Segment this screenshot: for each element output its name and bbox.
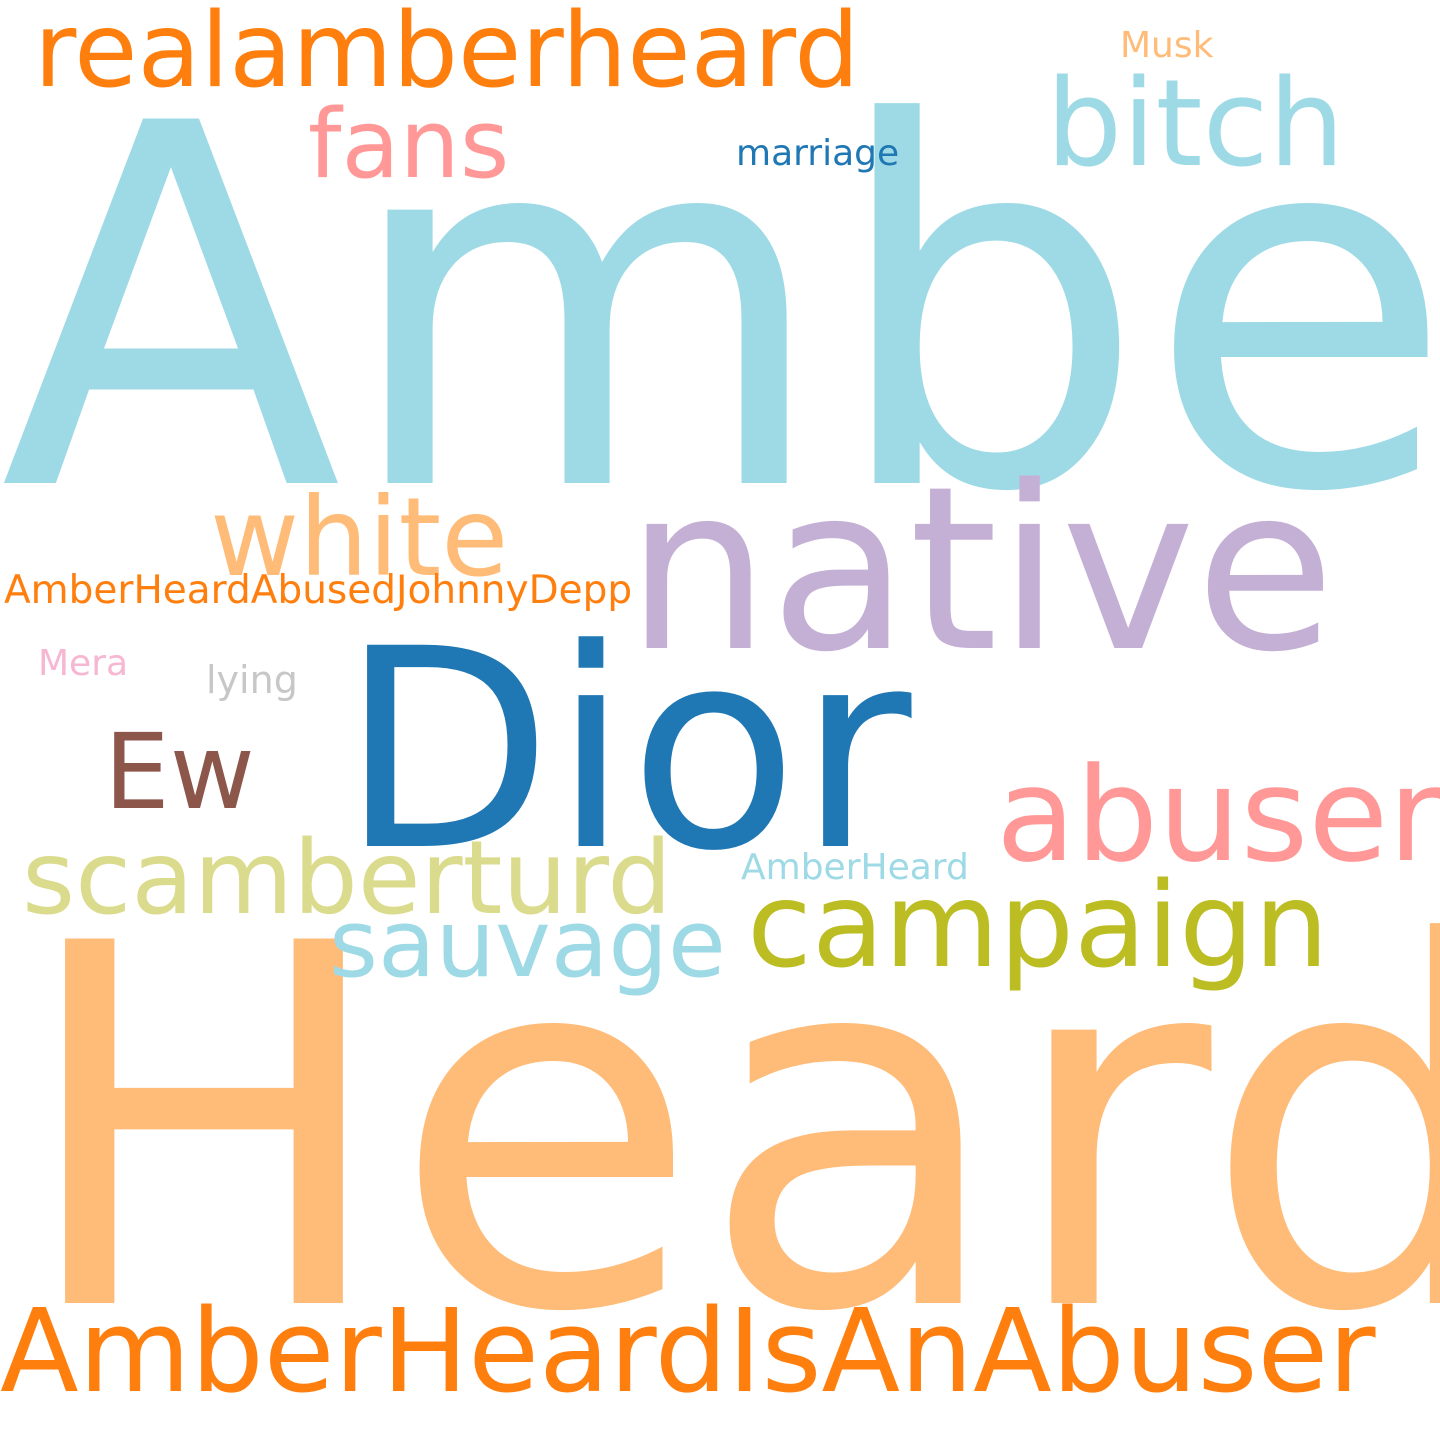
word-campaign: campaign [747,856,1329,994]
word-mera: Mera [38,643,129,684]
word-realamberheard: realamberheard [34,0,860,111]
word-amber: Amber [0,19,1440,601]
word-marriage: marriage [736,133,900,174]
word-abuser: abuser [996,739,1440,891]
word-white: white [210,474,509,601]
word-ew: Ew [104,711,255,833]
word-dior: Dior [340,591,912,912]
word-lying: lying [206,658,298,702]
word-heard: Heard [16,839,1440,1421]
word-amberheardabusedjohnnydepp: AmberHeardAbusedJohnnyDepp [4,568,633,613]
word-bitch: bitch [1046,55,1345,194]
word-fans: fans [308,90,510,200]
word-amberheardisanabuser: AmberHeardIsAnAbuser [0,1285,1376,1419]
word-amberheard: AmberHeard [741,847,969,888]
word-sauvage: sauvage [329,890,726,999]
word-musk: Musk [1120,25,1214,66]
word-scamberturd: scamberturd [22,819,673,938]
word-native: native [626,437,1336,702]
